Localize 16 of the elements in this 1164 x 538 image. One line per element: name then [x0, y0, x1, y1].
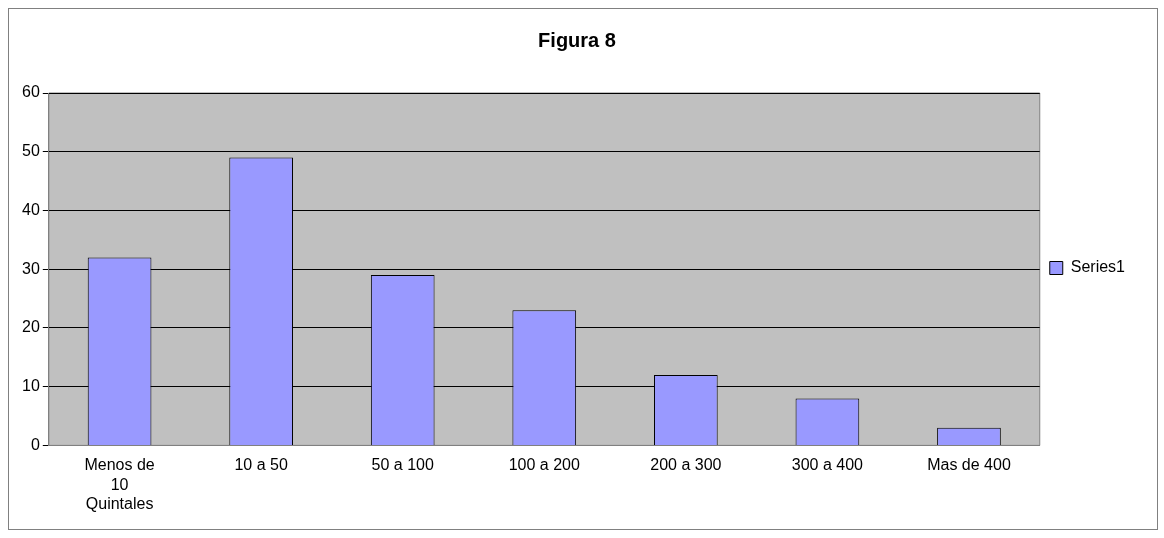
x-tick-label: Menos de 10 Quintales — [84, 456, 155, 512]
x-tick-label: 50 a 100 — [371, 456, 434, 474]
x-tick-label: 10 a 50 — [234, 456, 288, 474]
y-tick-label: 40 — [22, 200, 40, 218]
legend-label: Series1 — [1070, 258, 1126, 276]
x-tick-label: 200 a 300 — [650, 456, 722, 474]
y-tick-label: 60 — [22, 83, 40, 101]
y-tick-label: 0 — [30, 435, 40, 453]
x-tick-label: 300 a 400 — [791, 456, 864, 474]
x-tick-label: Mas de 400 — [927, 456, 1011, 474]
y-tick-label: 20 — [22, 318, 40, 336]
y-tick-label: 30 — [22, 259, 40, 277]
x-tick-label: 100 a 200 — [508, 456, 580, 474]
y-tick-label: 50 — [22, 142, 40, 160]
chart-title: Figura 8 — [538, 28, 616, 51]
y-tick-label: 10 — [22, 377, 40, 395]
